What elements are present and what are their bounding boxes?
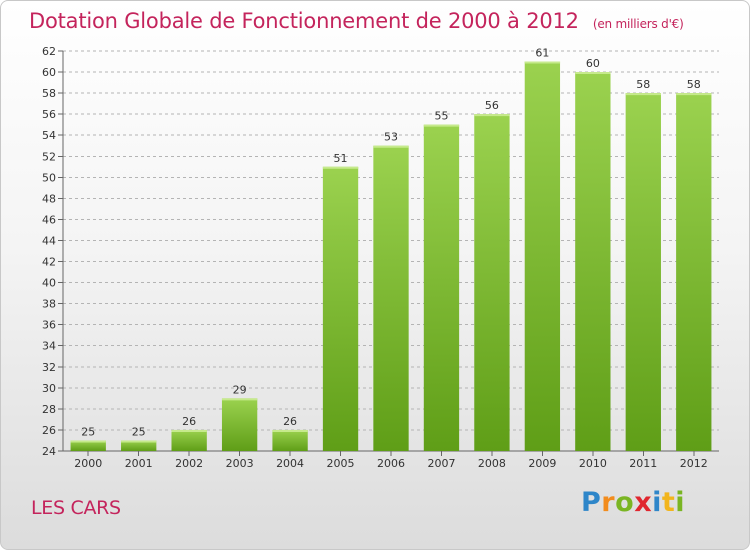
y-tick-label: 34	[42, 340, 56, 353]
y-tick-label: 46	[42, 213, 56, 226]
value-label: 26	[283, 415, 297, 428]
labels: 24 26 28 30 32 34 36 38 40 42 44 46 48 50 52 54 56 58 60 62…	[42, 45, 708, 470]
logo-letter: i	[652, 487, 662, 518]
y-tick-label: 28	[42, 403, 56, 416]
bar	[221, 398, 258, 451]
y-tick-label: 26	[42, 424, 56, 437]
logo-letter: i	[675, 487, 686, 518]
bar	[474, 114, 510, 451]
x-tick-label: 2006	[377, 457, 405, 470]
value-label: 58	[636, 78, 650, 91]
bars	[70, 61, 712, 452]
x-tick-label: 2012	[680, 457, 708, 470]
y-tick-label: 52	[42, 150, 56, 163]
x-tick-label: 2008	[478, 457, 506, 470]
value-label: 60	[586, 57, 600, 70]
bar	[373, 145, 409, 451]
x-tick-label: 2001	[125, 457, 153, 470]
chart-title-text: Dotation Globale de Fonctionnement de 20…	[29, 9, 579, 33]
bar	[272, 429, 308, 451]
logo-letter: x	[634, 487, 653, 518]
logo-letter: r	[601, 487, 616, 518]
x-tick-label: 2004	[276, 457, 304, 470]
y-tick-label: 56	[42, 108, 56, 121]
proxiti-logo: Proxiti	[581, 487, 685, 518]
x-tick-label: 2000	[74, 457, 102, 470]
bar	[423, 124, 460, 452]
x-tick-label: 2010	[579, 457, 607, 470]
chart-unit: (en milliers d'€)	[592, 17, 684, 31]
bar	[676, 93, 712, 452]
bar	[524, 61, 561, 452]
y-tick-label: 36	[42, 319, 56, 332]
bar	[575, 72, 611, 451]
value-label: 56	[485, 99, 499, 112]
x-tick-label: 2002	[175, 457, 203, 470]
value-label: 51	[334, 152, 348, 165]
y-tick-label: 42	[42, 256, 56, 269]
y-tick-label: 24	[42, 445, 56, 458]
y-tick-label: 40	[42, 277, 56, 290]
value-label: 55	[434, 110, 448, 123]
y-tick-label: 60	[42, 66, 56, 79]
bar	[322, 166, 359, 451]
commune-name: LES CARS	[31, 497, 121, 519]
value-label: 25	[81, 425, 95, 438]
logo-letter: t	[661, 487, 676, 518]
y-tick-label: 58	[42, 87, 56, 100]
value-label: 29	[233, 383, 247, 396]
bar	[70, 440, 106, 451]
x-tick-label: 2003	[226, 457, 254, 470]
x-tick-label: 2005	[327, 457, 355, 470]
value-label: 58	[687, 78, 701, 91]
value-label: 25	[132, 425, 146, 438]
x-tick-label: 2009	[528, 457, 556, 470]
value-label: 61	[535, 47, 549, 60]
x-tick-label: 2011	[629, 457, 657, 470]
y-tick-label: 30	[42, 382, 56, 395]
logo-letter: P	[581, 487, 602, 518]
value-label: 26	[182, 415, 196, 428]
y-tick-label: 32	[42, 361, 56, 374]
chart-title: Dotation Globale de Fonctionnement de 20…	[29, 9, 684, 33]
bar	[121, 440, 157, 451]
y-tick-label: 38	[42, 298, 56, 311]
bar	[171, 429, 207, 451]
x-tick-label: 2007	[427, 457, 455, 470]
logo-letter: o	[615, 487, 635, 518]
y-tick-label: 48	[42, 192, 56, 205]
y-tick-label: 54	[42, 129, 56, 142]
y-tick-label: 44	[42, 234, 56, 247]
value-label: 53	[384, 131, 398, 144]
y-tick-label: 62	[42, 45, 56, 58]
bar	[625, 93, 661, 452]
y-tick-label: 50	[42, 171, 56, 184]
